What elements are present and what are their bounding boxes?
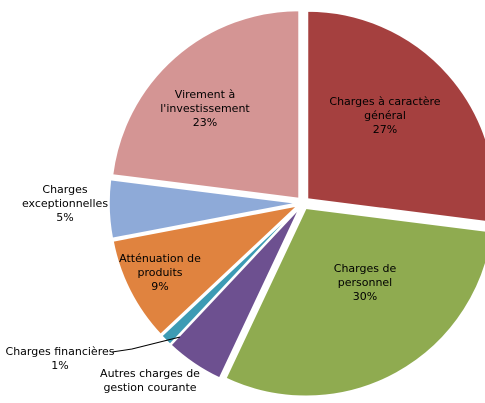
value-label: 5% — [56, 211, 74, 224]
leader-line — [111, 336, 181, 353]
pie-slice — [306, 10, 485, 223]
category-label: Charges exceptionnelles — [21, 183, 109, 210]
pie-slice — [224, 207, 485, 397]
pie-slice — [111, 9, 300, 200]
value-label: 30% — [352, 290, 378, 303]
category-label: Atténuation de produits — [119, 252, 201, 279]
slice-label: Atténuation de produits 9% — [115, 252, 205, 294]
category-label: Charges financières — [5, 345, 115, 358]
category-label: Charges de personnel — [333, 262, 397, 289]
value-label: 23% — [192, 116, 218, 129]
slice-label: Autres charges de gestion courante — [95, 367, 205, 395]
category-label: Autres charges de gestion courante — [100, 367, 200, 394]
slice-label: Virement à l'investissement 23% — [150, 88, 260, 130]
slice-label: Charges de personnel 30% — [310, 262, 420, 304]
category-label: Virement à l'investissement — [160, 88, 250, 115]
pie-slice — [169, 207, 301, 380]
slice-label: Charges financières 1% — [5, 345, 115, 373]
pie-slice — [112, 204, 301, 336]
value-label: 1% — [51, 359, 69, 372]
slice-label: Charges exceptionnelles 5% — [20, 183, 110, 225]
slice-label: Charges à caractère général 27% — [325, 95, 445, 137]
value-label: 9% — [151, 280, 169, 293]
value-label: 27% — [372, 123, 398, 136]
pie-slice — [108, 178, 298, 240]
category-label: Charges à caractère général — [329, 95, 441, 122]
